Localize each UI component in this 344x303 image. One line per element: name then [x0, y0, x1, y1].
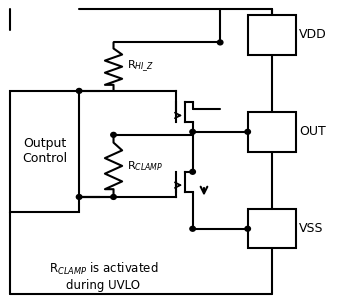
Bar [10, 91, 79, 212]
Bar [248, 209, 296, 248]
Circle shape [76, 195, 82, 199]
Circle shape [245, 129, 250, 134]
Circle shape [190, 226, 195, 231]
Circle shape [217, 40, 223, 45]
Text: VDD: VDD [299, 28, 327, 41]
Circle shape [190, 129, 195, 134]
Circle shape [190, 169, 195, 174]
Text: R$_{CLAMP}$: R$_{CLAMP}$ [127, 159, 164, 173]
Bar [248, 15, 296, 55]
Text: R$_{CLAMP}$ is activated
during UVLO: R$_{CLAMP}$ is activated during UVLO [49, 261, 158, 292]
Bar [248, 112, 296, 152]
Text: R$_{HI\_Z}$: R$_{HI\_Z}$ [127, 59, 154, 74]
Circle shape [111, 132, 116, 137]
Circle shape [245, 226, 250, 231]
Circle shape [111, 195, 116, 199]
Circle shape [76, 88, 82, 93]
Text: Output
Control: Output Control [22, 138, 67, 165]
Text: VSS: VSS [299, 222, 324, 235]
Text: OUT: OUT [299, 125, 326, 138]
